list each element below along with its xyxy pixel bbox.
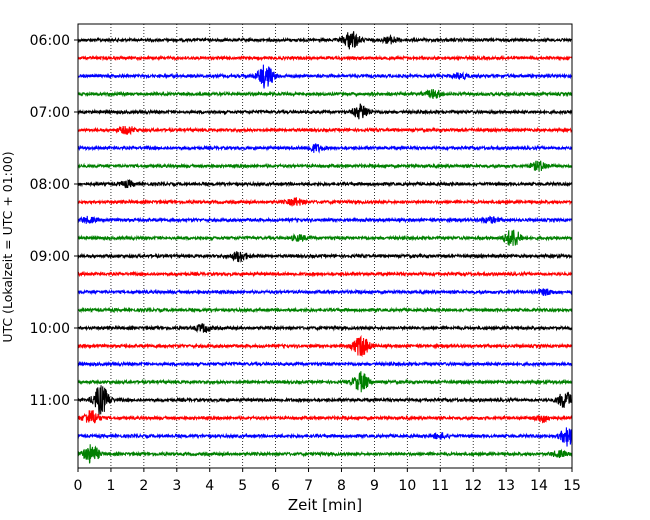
x-tick-label: 5 — [238, 478, 247, 494]
y-tick-label: 09:00 — [30, 249, 70, 265]
x-axis-title: Zeit [min] — [288, 496, 362, 514]
trace-1115 — [77, 410, 573, 424]
trace-0700 — [77, 103, 573, 120]
trace-1100 — [77, 385, 573, 415]
y-tick-label: 08:00 — [30, 177, 70, 193]
y-tick-label: 06:00 — [30, 33, 70, 49]
trace-0645 — [77, 89, 573, 100]
x-tick-label: 1 — [106, 478, 115, 494]
x-tick-label: 8 — [337, 478, 346, 494]
trace-0945 — [77, 306, 573, 314]
y-tick-label: 11:00 — [30, 393, 70, 409]
trace-1145 — [77, 444, 573, 464]
trace-0830 — [77, 215, 573, 224]
trace-0600 — [77, 31, 573, 50]
trace-0900 — [77, 251, 573, 263]
trace-0615 — [77, 54, 573, 62]
trace-0800 — [77, 178, 573, 189]
x-tick-label: 3 — [172, 478, 181, 494]
y-tick-label: 07:00 — [30, 105, 70, 121]
x-tick-label: 4 — [205, 478, 214, 494]
x-tick-label: 2 — [139, 478, 148, 494]
y-tick-label: 10:00 — [30, 321, 70, 337]
y-axis-title: UTC (Lokalzeit = UTC + 01:00) — [0, 151, 15, 342]
x-tick-label: 11 — [431, 478, 449, 494]
y-axis: 06:00 07:00 08:00 09:00 10:00 11:00 — [30, 33, 78, 409]
x-tick-label: 7 — [304, 478, 313, 494]
trace-1130 — [77, 427, 573, 447]
trace-1000 — [77, 323, 573, 334]
trace-1045 — [77, 371, 573, 393]
trace-1015 — [77, 334, 573, 358]
trace-0730 — [77, 143, 573, 154]
plot-frame — [77, 23, 573, 469]
x-axis: 0 1 2 3 4 5 6 7 8 9 10 11 12 13 14 15 — [74, 468, 581, 494]
trace-0845 — [77, 229, 573, 246]
x-tick-label: 10 — [398, 478, 416, 494]
x-tick-label: 14 — [530, 478, 548, 494]
x-tick-label: 13 — [497, 478, 515, 494]
vertical-gridlines — [110, 24, 540, 468]
x-tick-label: 0 — [74, 478, 83, 494]
trace-0715 — [77, 125, 573, 136]
trace-0745 — [77, 160, 573, 172]
trace-0915 — [77, 270, 573, 278]
x-tick-label: 9 — [370, 478, 379, 494]
x-tick-label: 6 — [271, 478, 280, 494]
x-tick-label: 15 — [563, 478, 581, 494]
trace-0930 — [77, 288, 573, 296]
trace-1030 — [77, 360, 573, 368]
seismogram-traces — [77, 31, 573, 464]
trace-0630 — [77, 64, 573, 89]
trace-0815 — [77, 197, 573, 207]
x-tick-label: 12 — [464, 478, 482, 494]
